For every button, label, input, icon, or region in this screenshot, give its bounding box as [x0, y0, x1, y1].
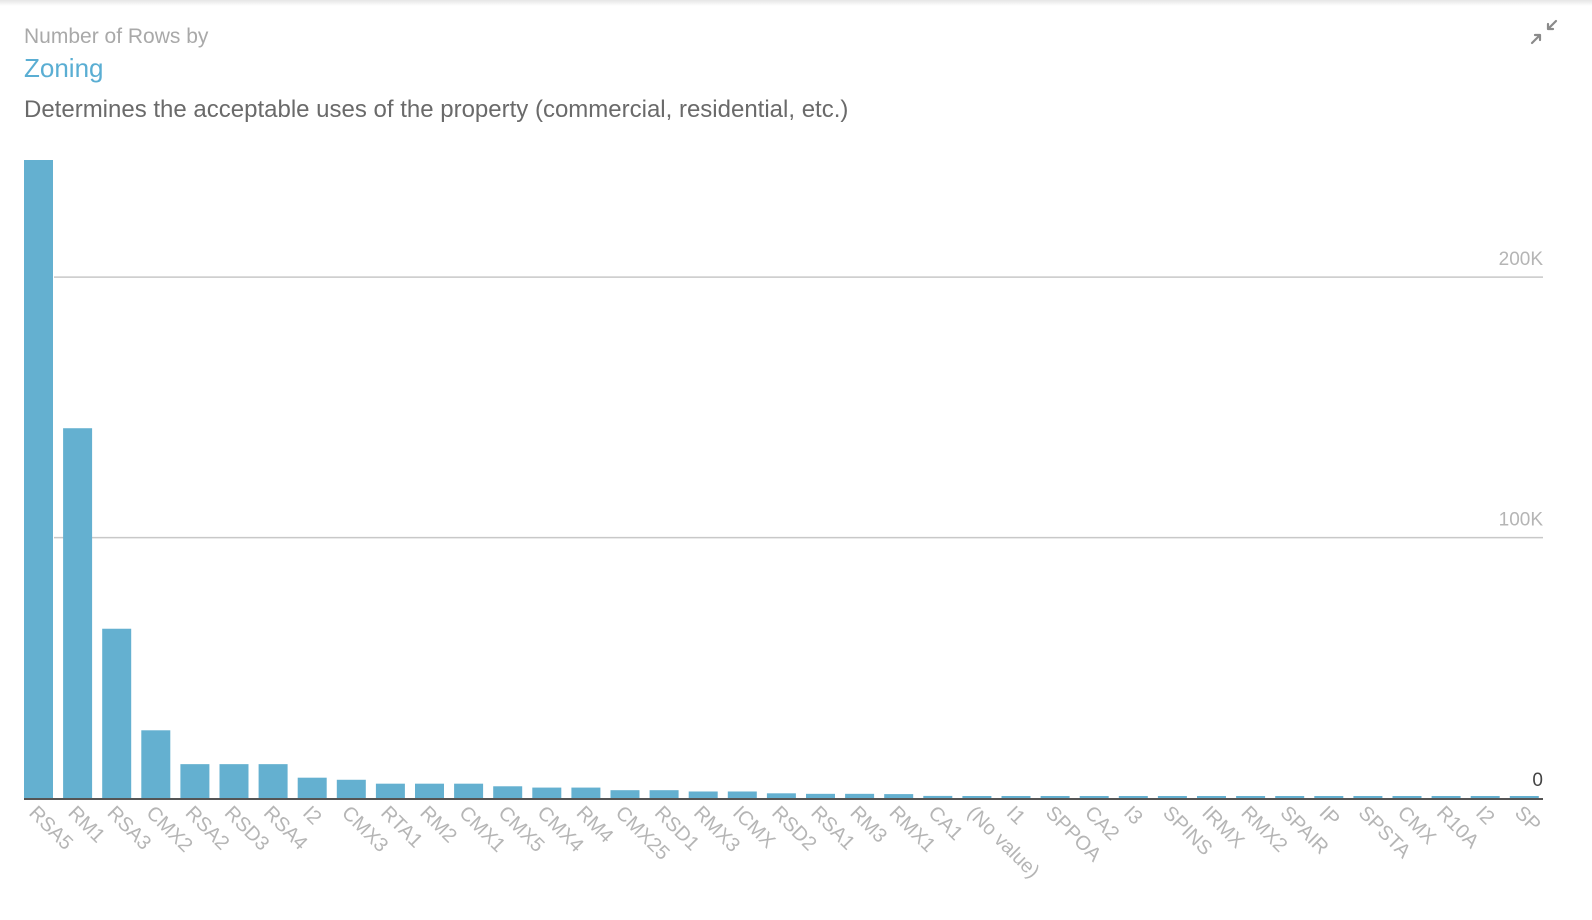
bar: [24, 160, 53, 798]
bar: [415, 783, 444, 798]
x-tick-label: I2: [298, 802, 325, 829]
bar: [610, 790, 640, 798]
column-title: Zoning: [24, 53, 104, 83]
bar: [454, 783, 484, 798]
x-tick-label: RSA4: [259, 802, 312, 855]
bar: [1040, 796, 1070, 798]
bar: [493, 786, 523, 798]
x-tick-label: R10A: [1432, 802, 1483, 853]
bar: [141, 730, 171, 798]
bar: [63, 428, 93, 798]
bar: [1509, 796, 1539, 798]
bar: [1079, 796, 1109, 798]
bar: [375, 783, 405, 798]
bar: [845, 793, 875, 798]
bar: [923, 795, 953, 798]
x-tick-label: SP: [1510, 802, 1544, 836]
column-description: Determines the acceptable uses of the pr…: [24, 96, 849, 123]
bar: [1275, 796, 1305, 798]
x-tick-label: I2: [1471, 802, 1498, 829]
bar: [727, 791, 757, 798]
x-tick-label: (No value): [963, 802, 1044, 883]
bar: [336, 779, 366, 798]
bar: [297, 777, 327, 798]
bar: [219, 764, 249, 798]
bar: [1118, 796, 1148, 798]
bar: [884, 794, 914, 798]
collapse-button[interactable]: [1530, 18, 1558, 46]
bar: [180, 764, 210, 798]
bar: [766, 793, 796, 798]
top-shadow: [0, 0, 1592, 6]
bar: [1236, 796, 1266, 798]
chart-header: Number of Rows by Zoning: [24, 24, 208, 84]
bar: [1197, 796, 1226, 798]
x-tick-label: IP: [1315, 802, 1344, 831]
x-tick-label: RSA5: [24, 802, 77, 855]
collapse-arrows-icon: [1530, 19, 1558, 45]
bar: [806, 793, 835, 798]
bar: [571, 787, 601, 798]
y-tick-label: 100K: [1499, 510, 1544, 531]
bar: [1431, 796, 1461, 798]
x-tick-label: I3: [1119, 802, 1146, 829]
x-tick-label: I1: [1002, 802, 1029, 829]
bar: [1314, 796, 1344, 798]
bar: [1353, 796, 1383, 798]
bar: [1157, 796, 1187, 798]
x-tick-label: RSA3: [103, 802, 156, 855]
bar: [962, 796, 992, 798]
bar: [532, 787, 562, 798]
bar: [258, 764, 288, 798]
bar: [1470, 796, 1500, 798]
y-tick-label: 200K: [1499, 249, 1544, 270]
bar: [102, 628, 132, 798]
bar: [1392, 796, 1422, 798]
chart-eyebrow: Number of Rows by: [24, 25, 209, 48]
y-tick-label: 0: [1532, 770, 1543, 791]
bar: [649, 790, 679, 798]
bar: [688, 791, 718, 798]
bar: [1001, 796, 1031, 798]
x-tick-label: RSA1: [806, 802, 859, 855]
